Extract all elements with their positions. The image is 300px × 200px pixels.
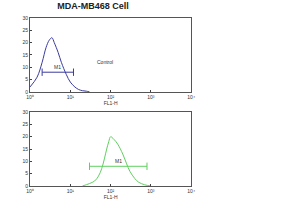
svg-text:20: 20 xyxy=(22,39,28,45)
svg-text:30: 30 xyxy=(22,109,28,115)
svg-text:25: 25 xyxy=(22,27,28,33)
svg-text:MDA-MB468 Cell: MDA-MB468 Cell xyxy=(57,1,129,11)
svg-text:10¹: 10¹ xyxy=(67,94,75,100)
svg-text:30: 30 xyxy=(22,15,28,21)
svg-text:20: 20 xyxy=(22,133,28,139)
svg-text:10²: 10² xyxy=(107,188,115,194)
svg-text:FL1-H: FL1-H xyxy=(104,100,118,106)
svg-text:15: 15 xyxy=(22,146,28,152)
svg-text:5: 5 xyxy=(25,170,28,176)
svg-text:10: 10 xyxy=(22,158,28,164)
svg-text:0: 0 xyxy=(25,89,28,95)
svg-text:0: 0 xyxy=(25,183,28,189)
svg-text:10⁴: 10⁴ xyxy=(187,188,195,194)
svg-text:10⁰: 10⁰ xyxy=(26,94,34,100)
svg-text:10: 10 xyxy=(22,64,28,70)
svg-text:10²: 10² xyxy=(107,94,115,100)
svg-text:10⁰: 10⁰ xyxy=(26,188,34,194)
svg-text:10³: 10³ xyxy=(147,188,155,194)
svg-text:M1: M1 xyxy=(54,64,61,70)
svg-text:10¹: 10¹ xyxy=(67,188,75,194)
svg-text:10⁴: 10⁴ xyxy=(187,94,195,100)
svg-text:M1: M1 xyxy=(115,158,122,164)
svg-text:10³: 10³ xyxy=(147,94,155,100)
svg-text:Control: Control xyxy=(97,59,113,65)
svg-text:5: 5 xyxy=(25,76,28,82)
svg-text:FL1-H: FL1-H xyxy=(104,194,118,200)
svg-text:15: 15 xyxy=(22,52,28,58)
svg-text:25: 25 xyxy=(22,121,28,127)
